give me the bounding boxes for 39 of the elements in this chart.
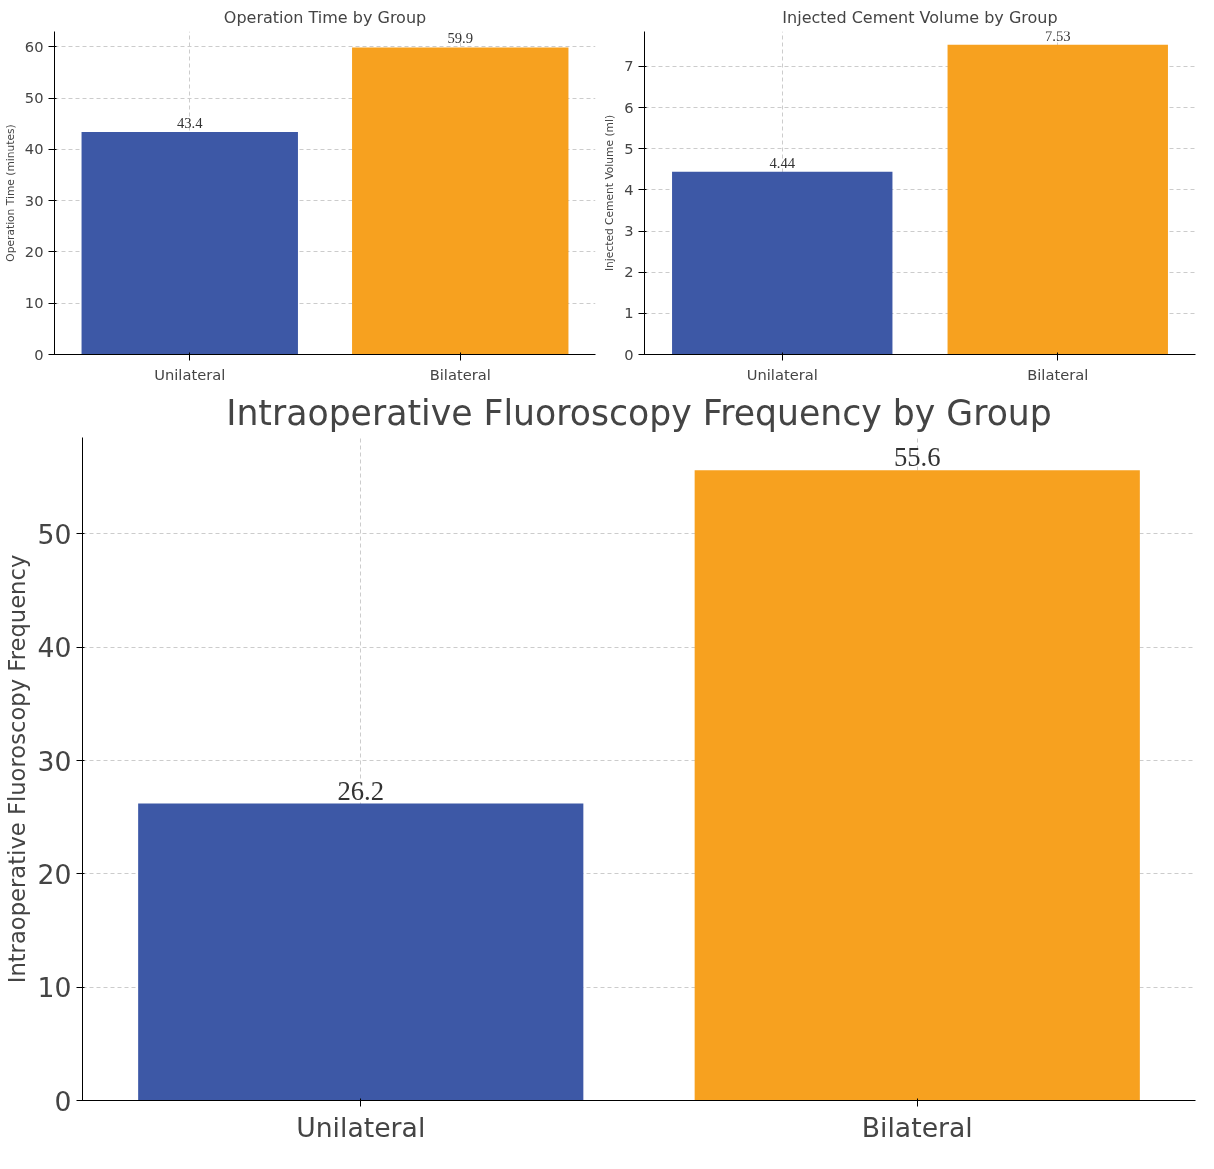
y-tick-label: 3 [624, 222, 634, 240]
x-tick-label: Unilateral [296, 1111, 426, 1143]
y-tick-label: 50 [24, 89, 44, 107]
y-tick-label: 0 [54, 1085, 72, 1117]
y-tick-label: 10 [24, 294, 44, 312]
y-tick-label: 30 [24, 191, 44, 209]
chart-title: Intraoperative Fluoroscopy Frequency by Group [226, 392, 1052, 433]
y-tick-label: 7 [624, 57, 634, 75]
y-tick-label: 20 [24, 242, 44, 260]
y-tick-label: 40 [37, 632, 72, 664]
y-tick-label: 5 [624, 139, 634, 157]
x-tick-label: Unilateral [154, 365, 226, 383]
y-tick-label: 2 [624, 263, 634, 281]
y-tick-label: 60 [24, 37, 44, 55]
chart-title: Operation Time by Group [223, 7, 427, 27]
y-tick-label: 6 [624, 98, 634, 116]
y-tick-label: 0 [34, 345, 44, 363]
y-tick-label: 20 [37, 858, 72, 890]
data-label: 55.6 [893, 442, 941, 473]
y-axis-title: Operation Time (minutes) [3, 124, 17, 262]
y-tick-label: 50 [37, 518, 72, 550]
y-tick-label: 0 [624, 345, 634, 363]
data-label: 4.44 [769, 154, 796, 171]
data-label: 59.9 [447, 30, 474, 47]
x-tick-label: Bilateral [1027, 365, 1089, 383]
y-tick-label: 40 [24, 140, 44, 158]
data-label: 26.2 [337, 775, 385, 806]
x-tick-label: Bilateral [861, 1111, 973, 1143]
y-tick-label: 1 [624, 304, 634, 322]
data-label: 7.53 [1044, 27, 1071, 44]
x-tick-label: Unilateral [746, 365, 818, 383]
y-tick-label: 30 [37, 745, 72, 777]
data-label: 43.4 [176, 114, 204, 131]
chart-title: Injected Cement Volume by Group [782, 7, 1058, 27]
y-axis-title: Intraoperative Fluoroscopy Frequency [3, 554, 30, 984]
y-tick-label: 4 [624, 180, 634, 198]
y-axis-title: Injected Cement Volume (ml) [603, 114, 617, 272]
y-tick-label: 10 [37, 972, 72, 1004]
x-tick-label: Bilateral [429, 365, 491, 383]
